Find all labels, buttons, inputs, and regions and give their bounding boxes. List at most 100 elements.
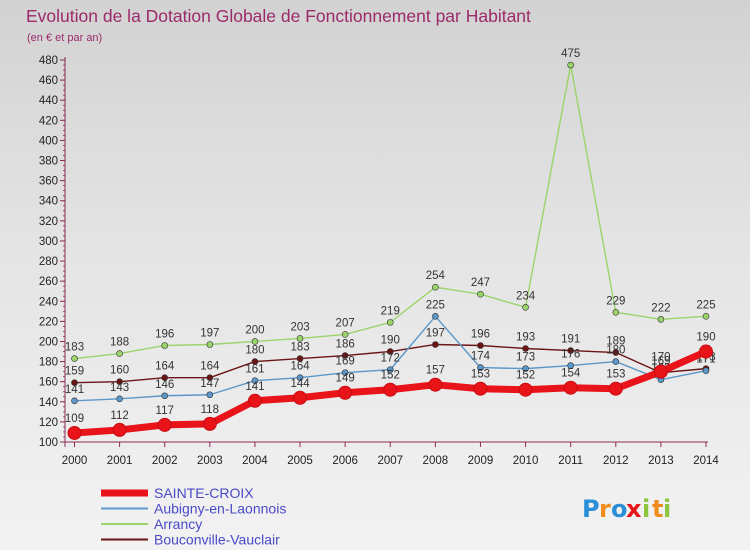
- y-tick-label: 380: [39, 156, 58, 168]
- data-point: [702, 367, 710, 374]
- y-tick-label: 400: [39, 135, 58, 147]
- data-label: 176: [561, 349, 580, 361]
- data-point: [341, 352, 349, 359]
- data-label: 183: [290, 342, 309, 354]
- data-label: 152: [516, 370, 535, 382]
- data-point: [383, 382, 398, 397]
- data-point: [522, 365, 529, 372]
- data-label: 169: [336, 356, 355, 368]
- data-point: [702, 313, 710, 320]
- data-point: [522, 345, 529, 352]
- data-label: 197: [200, 327, 219, 339]
- data-point: [567, 347, 574, 354]
- data-point: [477, 290, 484, 298]
- data-point: [386, 366, 394, 373]
- data-point: [247, 393, 262, 408]
- y-tick-label: 220: [39, 316, 58, 328]
- data-point: [116, 378, 123, 385]
- data-label: 160: [110, 365, 129, 377]
- data-point: [608, 381, 623, 396]
- data-label: 112: [110, 410, 128, 422]
- data-label: 475: [561, 48, 580, 60]
- data-point: [206, 341, 214, 348]
- data-label: 149: [336, 373, 355, 385]
- data-label: 234: [516, 290, 536, 302]
- y-axis-ticks: 100 120 140 160 180 200 220 240 260 280 300 320 340 3…: [39, 55, 65, 449]
- data-point: [563, 380, 578, 395]
- data-point: [428, 377, 443, 392]
- data-label: 196: [155, 328, 174, 340]
- y-tick-label: 460: [39, 75, 58, 87]
- data-label: 164: [200, 361, 220, 373]
- data-label: 141: [65, 384, 84, 396]
- data-label: 161: [245, 364, 264, 376]
- data-label: 157: [426, 365, 445, 377]
- data-point: [386, 319, 394, 326]
- y-tick-label: 480: [39, 55, 58, 67]
- data-point: [477, 342, 484, 349]
- data-label: 183: [65, 342, 84, 354]
- data-point: [251, 377, 259, 384]
- data-point: [432, 283, 439, 291]
- data-point: [338, 385, 353, 400]
- x-tick-label: 2007: [377, 455, 403, 467]
- data-label: 200: [245, 324, 264, 336]
- data-point: [612, 358, 620, 365]
- legend-label: Bouconville-Vauclair: [154, 532, 280, 548]
- data-label: 173: [516, 352, 535, 364]
- x-tick-label: 2006: [332, 455, 358, 467]
- y-tick-label: 260: [39, 276, 58, 288]
- series-sainte-croix: 109 112 117 118 141 144 149 152 157 153 152 154 153 1…: [65, 332, 716, 440]
- y-tick-label: 440: [39, 95, 58, 107]
- x-tick-label: 2011: [558, 455, 583, 467]
- data-label: 191: [561, 334, 580, 346]
- data-point: [341, 369, 349, 376]
- x-tick-label: 2008: [423, 455, 449, 467]
- data-point: [251, 358, 259, 365]
- y-tick-label: 300: [39, 236, 58, 248]
- data-label: 225: [426, 299, 445, 311]
- x-tick-label: 2002: [152, 455, 178, 467]
- data-label: 153: [471, 369, 490, 381]
- data-point: [386, 348, 394, 355]
- data-label: 153: [606, 369, 625, 381]
- y-tick-label: 140: [39, 397, 58, 409]
- logo-letter: x: [626, 495, 642, 523]
- logo-letter: t: [652, 495, 663, 523]
- logo-letter: i: [663, 495, 671, 523]
- data-point: [71, 355, 78, 362]
- data-point: [522, 303, 529, 311]
- data-label: 169: [651, 356, 670, 368]
- data-label: 117: [156, 405, 174, 417]
- data-point: [473, 381, 488, 396]
- x-tick-label: 2003: [197, 455, 223, 467]
- legend-label: SAINTE-CROIX: [154, 485, 254, 501]
- x-tick-label: 2005: [287, 455, 313, 467]
- data-point: [518, 382, 533, 397]
- data-label: 180: [245, 345, 264, 357]
- data-label: 247: [471, 277, 490, 289]
- data-point: [293, 390, 308, 405]
- data-point: [699, 344, 713, 359]
- chart-title: Evolution de la Dotation Globale de Fonc…: [26, 6, 531, 26]
- x-tick-label: 2009: [468, 455, 494, 467]
- data-label: 143: [110, 382, 129, 394]
- legend: SAINTE-CROIXAubigny-en-LaonnoisArrancyBo…: [101, 485, 286, 548]
- data-point: [116, 395, 123, 403]
- data-label: 229: [606, 295, 625, 307]
- data-point: [206, 374, 214, 381]
- data-label: 141: [245, 381, 264, 393]
- logo-letter: r: [599, 495, 611, 523]
- data-point: [567, 61, 574, 69]
- x-tick-label: 2010: [513, 455, 539, 467]
- data-point: [112, 422, 127, 437]
- legend-label: Aubigny-en-Laonnois: [154, 501, 286, 517]
- data-label: 174: [471, 351, 491, 363]
- data-label: 172: [381, 353, 400, 365]
- series-arrancy: 183 188 196 197 200 203 207 219 254 247 234 475 229 2…: [65, 48, 716, 362]
- data-point: [612, 309, 620, 316]
- data-point: [67, 425, 82, 440]
- y-tick-label: 180: [39, 357, 58, 369]
- data-point: [567, 362, 574, 369]
